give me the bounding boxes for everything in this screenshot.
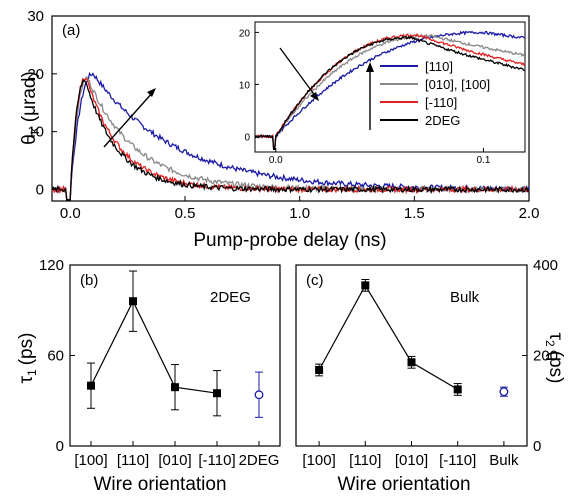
legend-label-1: [110] — [425, 59, 453, 74]
inset-curves — [255, 30, 525, 151]
panel-c-xlabel: Wire orientation — [337, 474, 470, 495]
inset-legend-arrow — [366, 62, 374, 130]
panel-b-label: (b) — [80, 272, 98, 289]
panel-b-ylabel-unit: (ps) — [16, 333, 37, 366]
data-point — [407, 358, 416, 367]
panel-c-ylabel: τ2 (ps) — [543, 333, 566, 384]
y-tick-label: 20 — [27, 66, 44, 83]
panel-a-curves — [51, 71, 530, 201]
y-tick-label: 400 — [533, 257, 558, 274]
panel-c: [100] [110] [010] [-110] Bulk 0 200 400 (c) Bul… — [295, 257, 566, 495]
data-point — [499, 387, 509, 397]
panel-a-ylabel-symbol: θ — [19, 134, 40, 145]
x-tick-label: 0.0 — [60, 205, 81, 222]
inset-series-2-line — [255, 33, 525, 151]
inset-y-tick-label: 10 — [239, 80, 251, 91]
data-point — [254, 390, 264, 400]
x-tick-label: [-110] — [198, 452, 235, 469]
panel-a-ylabel-sub: K — [28, 126, 42, 134]
panel-a-label: (a) — [62, 22, 80, 39]
x-tick-label: [110] — [117, 452, 149, 469]
panel-a-ticks: 0.0 0.5 1.0 1.5 2.0 0 10 20 30 — [27, 8, 539, 222]
panel-b-ylabel-symbol: τ — [16, 375, 37, 383]
y-tick-label: 30 — [27, 8, 44, 25]
y-tick-label: 10 — [27, 124, 44, 141]
data-point — [171, 383, 179, 392]
panel-c-ylabel-sub: 2 — [543, 340, 557, 347]
panel-a-ylabel-unit: (μrad) — [19, 71, 40, 122]
y-tick-label: 0 — [36, 181, 44, 198]
inset-y-tick-label: 20 — [239, 28, 251, 39]
inset-series-1-line — [255, 30, 525, 151]
legend-label-4: 2DEG — [425, 113, 460, 128]
inset-x-tick-label: 0.1 — [477, 155, 491, 166]
panel-c-annotation: Bulk — [450, 289, 480, 306]
panel-b-xlabel: Wire orientation — [93, 474, 226, 495]
x-tick-label: Bulk — [489, 452, 519, 469]
data-point — [213, 389, 221, 398]
panel-b-ylabel: τ1 (ps) — [16, 333, 39, 384]
panel-a-xlabel: Pump-probe delay (ns) — [193, 230, 386, 251]
data-point — [453, 385, 462, 394]
legend-label-3: [-110] — [425, 95, 457, 110]
panel-a-inset: 0.0 0.1 0 10 20 [110] [010], [100] [-110] 2DEG — [239, 21, 526, 166]
panel-c-frame — [295, 264, 528, 447]
panel-b-ylabel-sub: 1 — [25, 369, 39, 376]
inset-series-4-line — [255, 35, 525, 151]
panel-c-ylabel-symbol: τ — [545, 333, 566, 341]
data-point — [129, 297, 137, 306]
panel-a: 0.0 0.5 1.0 1.5 2.0 0 10 20 30 (a) Pump-probe de… — [19, 8, 539, 251]
series-1-line — [318, 284, 459, 390]
y-tick-label: 120 — [39, 257, 64, 274]
x-tick-label: [010] — [158, 452, 191, 469]
x-tick-label: 2DEG — [239, 452, 280, 469]
legend: [110] [010], [100] [-110] 2DEG — [380, 59, 490, 128]
panel-a-arrow — [103, 88, 156, 148]
inset-x-tick-label: 0.0 — [269, 155, 283, 166]
series-4-line — [51, 79, 530, 201]
inset-frame — [254, 21, 526, 153]
y-tick-label: 0 — [56, 438, 64, 455]
panel-c-label: (c) — [306, 272, 324, 289]
x-tick-label: 2.0 — [519, 205, 540, 222]
data-point — [315, 365, 324, 374]
data-point — [361, 281, 370, 290]
x-tick-label: [100] — [74, 452, 107, 469]
inset-ticks: 0.0 0.1 0 10 20 — [239, 28, 491, 166]
x-tick-label: 1.0 — [289, 205, 310, 222]
x-tick-label: [010] — [395, 452, 428, 469]
x-tick-label: 1.5 — [404, 205, 425, 222]
y-tick-label: 200 — [533, 348, 558, 365]
y-tick-label: 0 — [533, 438, 541, 455]
inset-arrow — [279, 47, 319, 101]
panel-c-content: [100] [110] [010] [-110] Bulk 0 200 400 — [302, 257, 558, 469]
x-tick-label: [110] — [349, 452, 381, 469]
panel-a-frame — [51, 15, 530, 202]
inset-y-tick-label: 0 — [244, 132, 250, 143]
panel-b-annotation: 2DEG — [210, 289, 251, 306]
data-point — [87, 381, 95, 390]
panel-c-ylabel-unit: (ps) — [545, 351, 566, 384]
x-tick-label: [-110] — [439, 452, 476, 469]
x-tick-label: 0.5 — [175, 205, 196, 222]
x-tick-label: [100] — [302, 452, 335, 469]
panel-a-ylabel: θK (μrad) — [19, 71, 42, 145]
legend-label-2: [010], [100] — [425, 77, 490, 92]
series-2-line — [51, 76, 530, 201]
y-tick-label: 60 — [47, 348, 64, 365]
series-1-line — [90, 299, 218, 394]
